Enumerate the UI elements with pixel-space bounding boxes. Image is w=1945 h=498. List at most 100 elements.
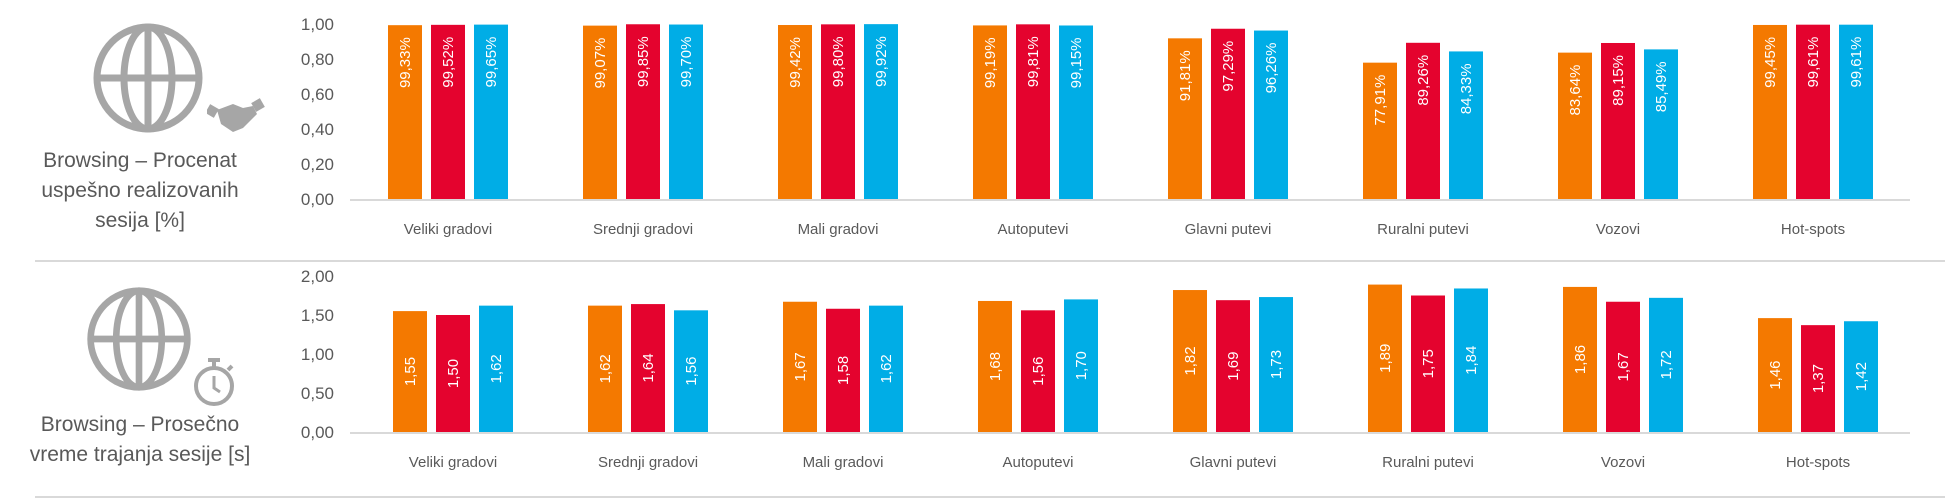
bar: [1801, 325, 1835, 432]
data-label: 1,67: [1615, 352, 1632, 381]
data-label: 99,42%: [787, 37, 804, 88]
bar: [1844, 321, 1878, 432]
data-label: 99,80%: [830, 36, 847, 87]
data-label: 1,73: [1268, 350, 1285, 379]
category-label: Glavni putevi: [1190, 454, 1277, 471]
data-label: 1,86: [1572, 345, 1589, 374]
data-label: 97,29%: [1220, 41, 1237, 92]
handshake-icon: [207, 98, 265, 132]
bar: [1563, 286, 1597, 432]
data-label: 1,58: [835, 356, 852, 385]
title-line: uspešno realizovanih: [41, 179, 239, 202]
data-label: 99,15%: [1068, 37, 1085, 88]
bar: [1454, 288, 1488, 432]
data-label: 1,46: [1767, 360, 1784, 389]
bar: [1449, 51, 1483, 199]
category-label: Hot-spots: [1786, 454, 1850, 471]
data-label: 1,64: [640, 353, 657, 382]
data-label: 99,61%: [1805, 37, 1822, 88]
data-label: 1,62: [597, 354, 614, 383]
stopwatch-icon: [194, 358, 234, 406]
title-line: sesija [%]: [95, 209, 185, 232]
bar: [864, 24, 898, 199]
y-tick-label: 0,20: [301, 155, 334, 174]
bar: [783, 301, 817, 432]
y-tick-label: 0,40: [301, 120, 334, 139]
data-label: 1,84: [1463, 346, 1480, 375]
bar: [1173, 290, 1207, 432]
data-label: 99,52%: [440, 37, 457, 88]
category-label: Ruralni putevi: [1382, 454, 1474, 471]
data-label: 1,70: [1073, 351, 1090, 380]
bar: [1601, 42, 1635, 199]
bar: [588, 305, 622, 432]
bar: [631, 304, 665, 432]
category-label: Mali gradovi: [798, 221, 879, 238]
bar: [1059, 25, 1093, 199]
globe-icon: [93, 23, 203, 133]
bar: [1368, 284, 1402, 432]
bar: [1064, 299, 1098, 432]
data-label: 1,82: [1182, 346, 1199, 375]
y-tick-label: 0,60: [301, 85, 334, 104]
category-label: Vozovi: [1596, 221, 1640, 238]
bar: [1558, 52, 1592, 199]
bar: [778, 25, 812, 199]
y-tick-label: 0,00: [301, 423, 334, 442]
data-label: 96,26%: [1263, 43, 1280, 94]
bar: [436, 315, 470, 432]
category-label: Veliki gradovi: [409, 454, 497, 471]
data-label: 1,75: [1420, 349, 1437, 378]
title-line: Browsing – Prosečno: [40, 413, 240, 436]
data-label: 1,50: [445, 359, 462, 388]
data-label: 1,69: [1225, 351, 1242, 380]
bar: [1758, 318, 1792, 432]
title-line: Browsing – Procenat: [43, 149, 237, 172]
category-label: Ruralni putevi: [1377, 221, 1469, 238]
category-label: Hot-spots: [1781, 221, 1845, 238]
bar: [626, 24, 660, 200]
data-label: 1,56: [683, 357, 700, 386]
category-label: Autoputevi: [1003, 454, 1074, 471]
data-label: 99,92%: [873, 36, 890, 87]
data-label: 99,81%: [1025, 36, 1042, 87]
bar: [821, 24, 855, 199]
bar: [1753, 24, 1787, 200]
bar: [1259, 297, 1293, 432]
category-label: Glavni putevi: [1185, 221, 1272, 238]
bar: [978, 300, 1012, 432]
data-label: 77,91%: [1372, 75, 1389, 126]
category-label: Srednji gradovi: [593, 221, 693, 238]
data-label: 1,62: [488, 354, 505, 383]
data-label: 89,15%: [1610, 55, 1627, 106]
bar: [474, 24, 508, 199]
bar: [1606, 301, 1640, 432]
bar: [1021, 310, 1055, 432]
data-label: 99,45%: [1762, 37, 1779, 88]
y-tick-label: 1,00: [301, 345, 334, 364]
category-label: Mali gradovi: [803, 454, 884, 471]
bar: [1016, 24, 1050, 199]
data-label: 1,62: [878, 354, 895, 383]
y-tick-label: 2,00: [301, 267, 334, 286]
y-tick-label: 0,00: [301, 190, 334, 209]
panel-divider: [35, 260, 1945, 262]
data-label: 1,67: [792, 352, 809, 381]
data-label: 1,89: [1377, 344, 1394, 373]
bar: [1363, 62, 1397, 199]
y-tick-label: 0,50: [301, 384, 334, 403]
panel-title-success-rate: Browsing – Procenat uspešno realizovanih…: [0, 146, 280, 236]
data-label: 89,26%: [1415, 55, 1432, 106]
bar: [1839, 24, 1873, 200]
data-label: 99,85%: [635, 36, 652, 87]
bar: [669, 24, 703, 200]
category-label: Vozovi: [1601, 454, 1645, 471]
data-label: 1,56: [1030, 357, 1047, 386]
bar: [1796, 24, 1830, 200]
data-label: 84,33%: [1458, 63, 1475, 114]
data-label: 99,65%: [483, 37, 500, 88]
bar: [1216, 300, 1250, 432]
title-line: vreme trajanja sesije [s]: [29, 443, 251, 466]
